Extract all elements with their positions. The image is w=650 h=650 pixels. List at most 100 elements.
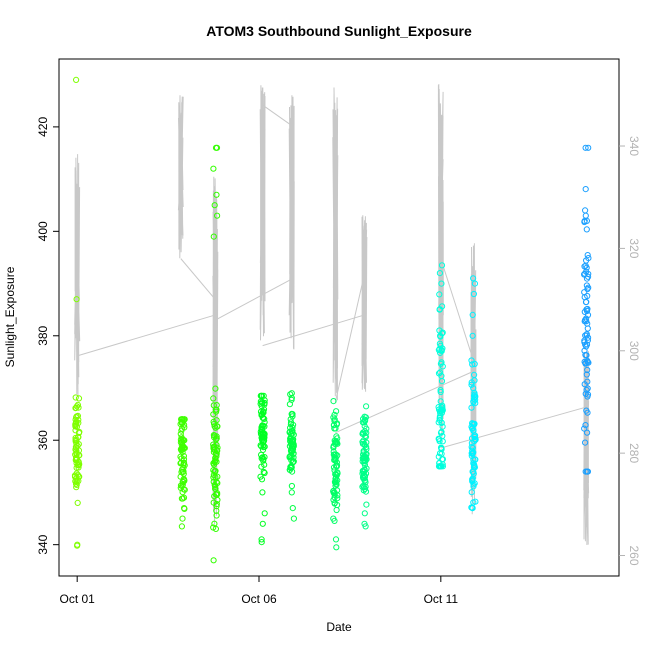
- y-tick-label-left: 340: [36, 534, 50, 554]
- data-point: [214, 212, 221, 219]
- grey-line-connector: [335, 370, 474, 434]
- data-point: [258, 412, 265, 419]
- data-point: [583, 331, 590, 338]
- data-point: [289, 505, 296, 512]
- data-point: [334, 501, 341, 509]
- grey-line-spike: [177, 95, 184, 259]
- data-point: [261, 510, 268, 517]
- data-point: [582, 341, 589, 348]
- data-point: [438, 330, 446, 337]
- data-point: [584, 429, 591, 436]
- data-point: [330, 414, 337, 421]
- data-point: [471, 438, 478, 445]
- y-tick-label-right: 280: [627, 443, 641, 463]
- data-point: [470, 427, 477, 434]
- data-point: [179, 468, 186, 476]
- data-point: [260, 442, 267, 449]
- y-tick-label-right: 300: [627, 341, 641, 361]
- data-point: [72, 394, 79, 401]
- data-point: [73, 76, 80, 84]
- scatter-points: [71, 76, 592, 564]
- data-point: [469, 476, 476, 483]
- data-point: [74, 541, 81, 548]
- data-point: [261, 437, 268, 444]
- y-tick-label-left: 420: [36, 117, 50, 137]
- data-point: [212, 406, 219, 413]
- grey-line-series: [74, 84, 590, 546]
- data-point: [582, 186, 589, 193]
- data-point: [583, 298, 590, 306]
- data-point: [438, 446, 445, 453]
- data-point: [288, 489, 295, 496]
- data-point: [470, 420, 477, 427]
- data-point: [181, 486, 188, 493]
- data-point: [73, 447, 80, 454]
- data-point: [436, 438, 443, 445]
- data-point: [468, 489, 475, 496]
- grey-line-connector: [440, 258, 475, 362]
- data-point: [435, 419, 442, 426]
- data-point: [211, 202, 218, 209]
- x-tick-label: Oct 11: [424, 592, 459, 606]
- data-point: [330, 422, 337, 429]
- data-point: [213, 191, 220, 198]
- data-point: [468, 444, 475, 451]
- data-point: [470, 398, 477, 406]
- data-point: [210, 445, 217, 452]
- data-point: [213, 500, 220, 508]
- data-point: [582, 332, 589, 339]
- data-point: [210, 418, 217, 425]
- data-point: [71, 472, 79, 479]
- data-point: [73, 296, 80, 303]
- grey-line-connector: [440, 406, 587, 449]
- data-point: [469, 447, 476, 454]
- chart-title: ATOM3 Southbound Sunlight_Exposure: [206, 23, 472, 39]
- data-point: [213, 479, 220, 486]
- data-point: [584, 337, 592, 344]
- data-point: [259, 520, 266, 527]
- data-point: [288, 454, 295, 461]
- data-point: [261, 423, 268, 430]
- data-point: [470, 392, 478, 399]
- data-point: [361, 419, 368, 426]
- data-point: [363, 429, 370, 436]
- data-point: [583, 282, 591, 289]
- y-tick-label-right: 320: [627, 238, 641, 258]
- data-point: [75, 395, 83, 402]
- grey-line-connector: [334, 273, 365, 403]
- y-tick-label-right: 260: [627, 546, 641, 566]
- data-point: [439, 463, 446, 470]
- data-point: [363, 439, 370, 446]
- data-point: [210, 471, 217, 479]
- data-point: [361, 468, 368, 475]
- data-point: [259, 489, 266, 496]
- data-point: [260, 457, 267, 464]
- data-point: [261, 419, 268, 426]
- data-point: [179, 419, 186, 427]
- data-point: [437, 387, 444, 394]
- grey-line-spike: [437, 84, 444, 440]
- data-point: [211, 468, 218, 475]
- data-point: [213, 507, 220, 514]
- data-point: [258, 392, 265, 399]
- data-point: [360, 449, 367, 456]
- data-point: [210, 395, 217, 402]
- data-point: [581, 381, 588, 388]
- data-point: [212, 385, 219, 392]
- data-point: [290, 515, 297, 522]
- data-point: [210, 474, 217, 481]
- data-point: [288, 457, 295, 464]
- data-point: [436, 270, 443, 277]
- data-point: [581, 271, 588, 278]
- data-point: [581, 289, 588, 296]
- data-point: [73, 440, 80, 447]
- data-point: [211, 493, 218, 500]
- data-point: [333, 408, 340, 415]
- y-tick-label-left: 360: [36, 430, 50, 450]
- data-point: [330, 444, 337, 451]
- data-point: [334, 492, 341, 499]
- data-point: [363, 403, 370, 410]
- data-point: [332, 440, 339, 448]
- data-point: [436, 345, 443, 353]
- data-point: [181, 505, 188, 512]
